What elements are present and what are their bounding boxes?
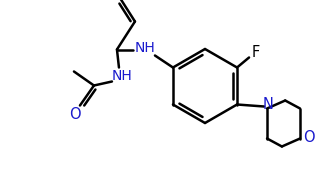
Text: O: O bbox=[303, 130, 315, 145]
Text: O: O bbox=[69, 107, 81, 122]
Text: NH: NH bbox=[112, 68, 132, 83]
Text: NH: NH bbox=[135, 41, 155, 54]
Text: N: N bbox=[263, 97, 273, 112]
Text: F: F bbox=[252, 45, 260, 60]
